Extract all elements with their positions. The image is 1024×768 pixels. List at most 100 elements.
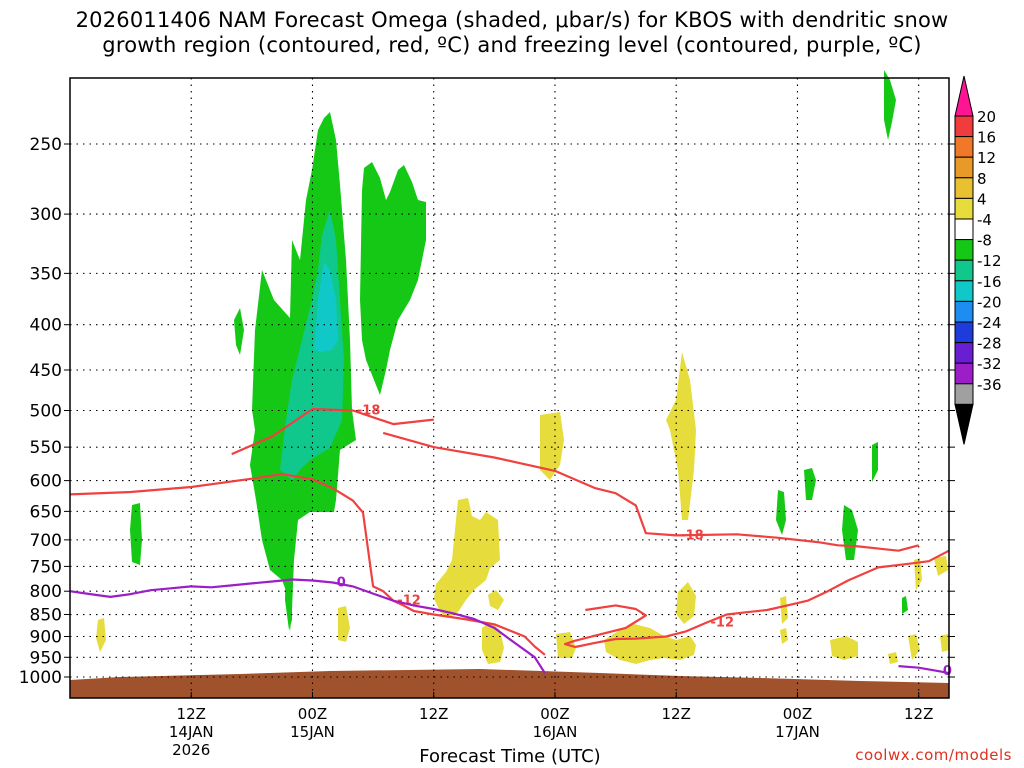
omega-descent-cell xyxy=(830,636,858,660)
colorbar-label: -4 xyxy=(977,211,992,229)
omega-cell xyxy=(234,308,244,355)
y-tick-label: 900 xyxy=(30,627,62,647)
y-tick-label: 800 xyxy=(30,582,62,602)
x-tick-label: 12Z xyxy=(177,705,206,723)
x-axis-label: Forecast Time (UTC) xyxy=(419,746,601,767)
colorbar-bin xyxy=(954,218,974,241)
omega-cell xyxy=(884,70,896,140)
colorbar-bin xyxy=(954,156,974,179)
colorbar-label: -8 xyxy=(977,232,992,250)
y-tick-label: 600 xyxy=(30,472,62,492)
y-tick-label: 550 xyxy=(30,438,62,458)
y-tick-label: 350 xyxy=(30,264,62,284)
omega-descent-cell xyxy=(780,628,788,644)
omega-cell xyxy=(842,505,858,560)
omega-descent-cell xyxy=(666,352,696,520)
omega-descent-cell xyxy=(604,624,696,664)
plot-border xyxy=(69,77,950,699)
y-tick-label: 700 xyxy=(30,531,62,551)
omega-colorbar: 20 16 12 8 4 -4 -8 -12 -16 -20 -24 -28 -32 -36 xyxy=(954,75,1002,445)
x-tick-label: 00Z xyxy=(783,705,812,723)
x-tick-label: 00Z xyxy=(540,705,569,723)
contour-line xyxy=(69,578,546,674)
contour-line xyxy=(382,431,919,552)
colorbar-bin xyxy=(954,259,974,282)
terrain-layer xyxy=(70,669,949,698)
colorbar-bin xyxy=(954,280,974,302)
colorbar-bin xyxy=(954,300,974,323)
colorbar-bin xyxy=(954,342,974,364)
colorbar-label: 8 xyxy=(977,170,987,188)
colorbar-arrow-bottom xyxy=(954,403,974,445)
colorbar-bin xyxy=(954,177,974,199)
chart-title-line-2: growth region (contoured, red, ºC) and f… xyxy=(102,33,922,57)
y-tick-label: 250 xyxy=(30,135,62,155)
omega-region-spike xyxy=(285,560,292,630)
contour-label: 0 xyxy=(337,575,346,590)
colorbar-bin xyxy=(954,383,974,405)
y-tick-label: 650 xyxy=(30,502,62,522)
x-tick-label: 12Z xyxy=(904,705,933,723)
grid-lines xyxy=(70,78,949,698)
contour-line xyxy=(69,473,546,656)
colorbar-label: -20 xyxy=(977,293,1002,311)
omega-descent-cell xyxy=(676,582,696,624)
x-tick-year: 2026 xyxy=(172,741,210,759)
colorbar-label: 4 xyxy=(977,190,987,208)
x-tick-date: 17JAN xyxy=(775,723,820,741)
x-tick-label: 00Z xyxy=(298,705,327,723)
y-tick-label: 1000 xyxy=(19,668,62,688)
colorbar-bin xyxy=(954,115,974,138)
colorbar-label: -12 xyxy=(977,252,1002,270)
contour-label: 0 xyxy=(943,664,952,679)
x-tick-label: 12Z xyxy=(419,705,448,723)
contour-line xyxy=(898,665,950,675)
colorbar-bin xyxy=(954,136,974,158)
colorbar-arrow-top xyxy=(954,75,974,117)
colorbar-bin xyxy=(954,239,974,261)
y-tick-label: 400 xyxy=(30,316,62,336)
omega-cell xyxy=(902,596,908,614)
colorbar-label: -16 xyxy=(977,273,1002,291)
y-tick-label: 950 xyxy=(30,648,62,668)
colorbar-label: -28 xyxy=(977,335,1002,353)
omega-descent-cell xyxy=(780,596,788,624)
colorbar-label: -36 xyxy=(977,376,1002,394)
colorbar-bin xyxy=(954,321,974,344)
x-tick-date: 14JAN xyxy=(169,723,214,741)
omega-cell xyxy=(804,468,816,500)
y-tick-label: 850 xyxy=(30,606,62,626)
contour-label: -12 xyxy=(711,616,735,631)
omega-cell xyxy=(776,490,786,535)
omega-descent-cell xyxy=(908,634,920,660)
y-tick-label: 450 xyxy=(30,361,62,381)
colorbar-label: 16 xyxy=(977,129,996,147)
omega-descent-cell xyxy=(540,412,564,480)
omega-region-upper xyxy=(360,162,426,395)
contour-line xyxy=(564,549,950,649)
x-tick-date: 16JAN xyxy=(533,723,578,741)
omega-descent-cell xyxy=(96,618,106,652)
omega-cell xyxy=(130,503,142,565)
x-tick-date: 15JAN xyxy=(290,723,335,741)
contour-label: -18 xyxy=(680,528,704,543)
omega-descent-cell xyxy=(888,652,898,664)
terrain xyxy=(70,669,949,698)
y-tick-label: 750 xyxy=(30,557,62,577)
x-tick-label: 12Z xyxy=(662,705,691,723)
chart-title-line-1: 2026011406 NAM Forecast Omega (shaded, μ… xyxy=(75,8,949,32)
omega-region-main-max xyxy=(314,262,338,352)
omega-descent-cell xyxy=(434,498,500,618)
contour-line xyxy=(231,407,434,456)
omega-descent-cell xyxy=(338,606,350,642)
colorbar-label: -32 xyxy=(977,355,1002,373)
plot-frame xyxy=(69,77,950,699)
colorbar-label: 20 xyxy=(977,108,996,126)
colorbar-bin xyxy=(954,362,974,385)
colorbar-label: -24 xyxy=(977,314,1002,332)
omega-shading-layer xyxy=(96,70,949,664)
colorbar-label: 12 xyxy=(977,149,996,167)
